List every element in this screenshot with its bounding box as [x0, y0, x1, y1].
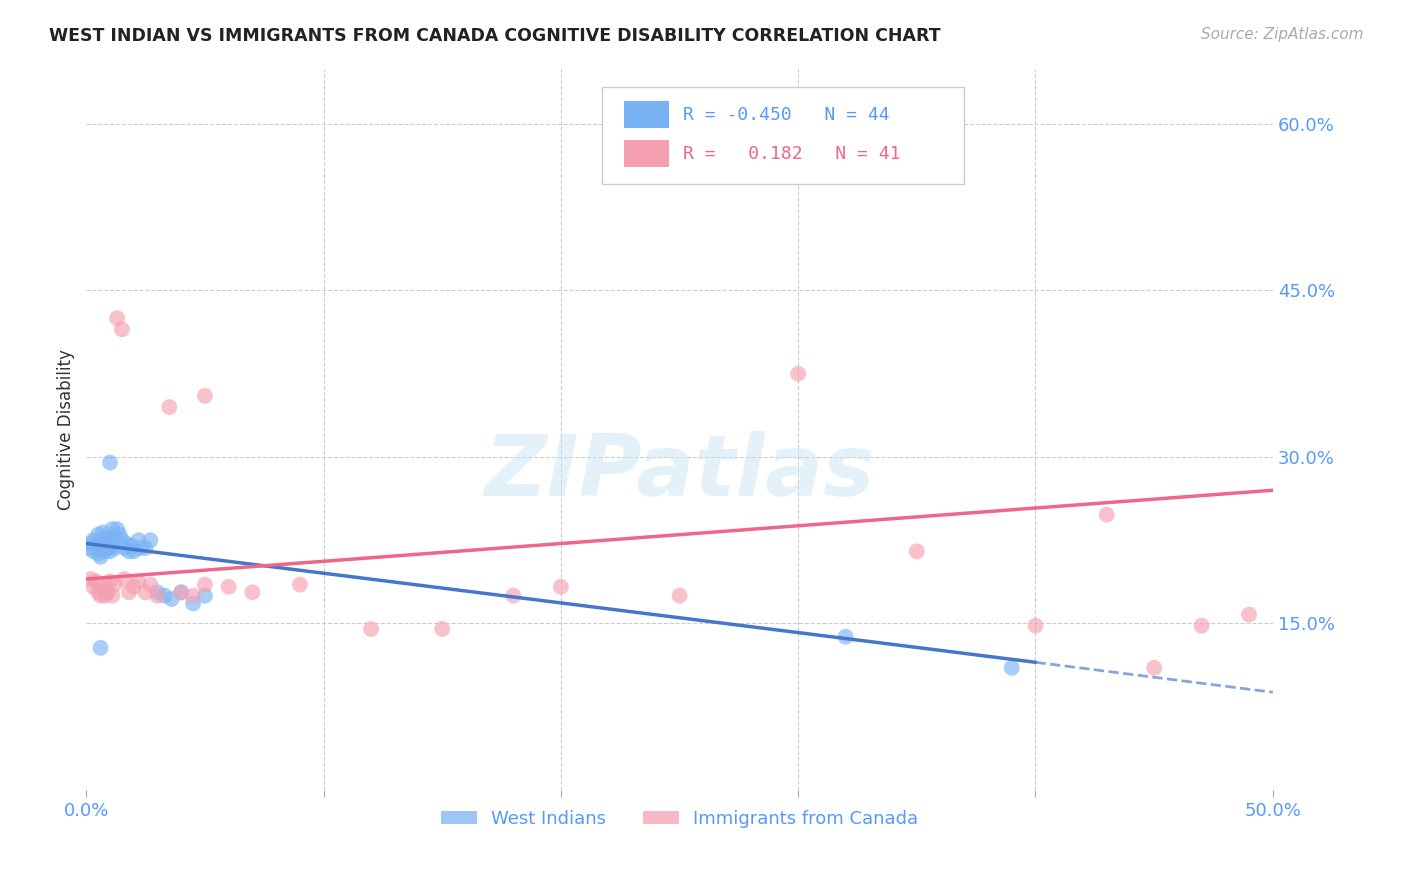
Point — [118, 585, 141, 599]
Point — [122, 580, 145, 594]
Point — [104, 530, 127, 544]
Point — [550, 580, 572, 594]
Point — [360, 622, 382, 636]
Point — [105, 311, 128, 326]
Point — [97, 530, 120, 544]
Point — [128, 574, 150, 589]
Point — [97, 585, 120, 599]
Point — [80, 536, 103, 550]
Point — [905, 544, 928, 558]
Point — [94, 580, 117, 594]
Point — [1024, 618, 1046, 632]
Text: Source: ZipAtlas.com: Source: ZipAtlas.com — [1201, 27, 1364, 42]
Point — [115, 536, 138, 550]
Point — [89, 541, 111, 555]
Point — [82, 533, 104, 548]
Point — [80, 572, 103, 586]
Point — [160, 592, 183, 607]
Point — [288, 577, 311, 591]
Point — [84, 574, 107, 589]
Point — [120, 539, 142, 553]
Point — [146, 589, 169, 603]
Text: R =   0.182   N = 41: R = 0.182 N = 41 — [683, 145, 901, 162]
Y-axis label: Cognitive Disability: Cognitive Disability — [58, 349, 75, 509]
Point — [89, 640, 111, 655]
Point — [98, 574, 121, 589]
Point — [157, 400, 180, 414]
Point — [108, 527, 131, 541]
FancyBboxPatch shape — [602, 87, 965, 184]
Point — [668, 589, 690, 603]
Point — [181, 589, 204, 603]
Point — [101, 522, 124, 536]
Point — [242, 585, 264, 599]
Point — [82, 580, 104, 594]
Point — [502, 589, 524, 603]
Point — [104, 577, 127, 591]
Point — [101, 589, 124, 603]
Point — [104, 541, 127, 555]
Point — [787, 367, 810, 381]
Point — [218, 580, 240, 594]
Point — [87, 585, 110, 599]
Point — [89, 589, 111, 603]
Point — [1143, 661, 1166, 675]
Point — [146, 585, 169, 599]
Text: R = -0.450   N = 44: R = -0.450 N = 44 — [683, 105, 890, 124]
Point — [87, 527, 110, 541]
Point — [77, 541, 100, 555]
Point — [1237, 607, 1260, 622]
Point — [98, 456, 121, 470]
Point — [1095, 508, 1118, 522]
Point — [105, 522, 128, 536]
Point — [194, 577, 217, 591]
Point — [1191, 618, 1213, 632]
Point — [91, 583, 114, 598]
Point — [181, 597, 204, 611]
Point — [834, 630, 856, 644]
Point — [97, 541, 120, 555]
Bar — [624, 140, 669, 168]
Point — [194, 389, 217, 403]
Point — [94, 544, 117, 558]
Point — [84, 539, 107, 553]
Text: ZIPatlas: ZIPatlas — [485, 431, 875, 514]
Point — [91, 533, 114, 548]
Point — [111, 533, 134, 548]
Point — [118, 544, 141, 558]
Point — [139, 577, 162, 591]
Point — [91, 539, 114, 553]
Point — [153, 589, 176, 603]
Point — [194, 589, 217, 603]
Legend: West Indians, Immigrants from Canada: West Indians, Immigrants from Canada — [433, 803, 925, 835]
Point — [94, 589, 117, 603]
Point — [122, 544, 145, 558]
Point — [101, 539, 124, 553]
Text: WEST INDIAN VS IMMIGRANTS FROM CANADA COGNITIVE DISABILITY CORRELATION CHART: WEST INDIAN VS IMMIGRANTS FROM CANADA CO… — [49, 27, 941, 45]
Point — [82, 544, 104, 558]
Point — [139, 533, 162, 548]
Point — [94, 536, 117, 550]
Point — [87, 547, 110, 561]
Point — [98, 544, 121, 558]
Point — [432, 622, 454, 636]
Point — [98, 533, 121, 548]
Point — [91, 525, 114, 540]
Point — [89, 549, 111, 564]
Point — [170, 585, 193, 599]
Point — [112, 541, 135, 555]
Point — [170, 585, 193, 599]
Point — [129, 541, 152, 555]
Point — [111, 322, 134, 336]
Point — [135, 585, 157, 599]
Point — [135, 541, 157, 555]
Bar — [624, 101, 669, 128]
Point — [112, 572, 135, 586]
Point — [128, 533, 150, 548]
Point — [1001, 661, 1024, 675]
